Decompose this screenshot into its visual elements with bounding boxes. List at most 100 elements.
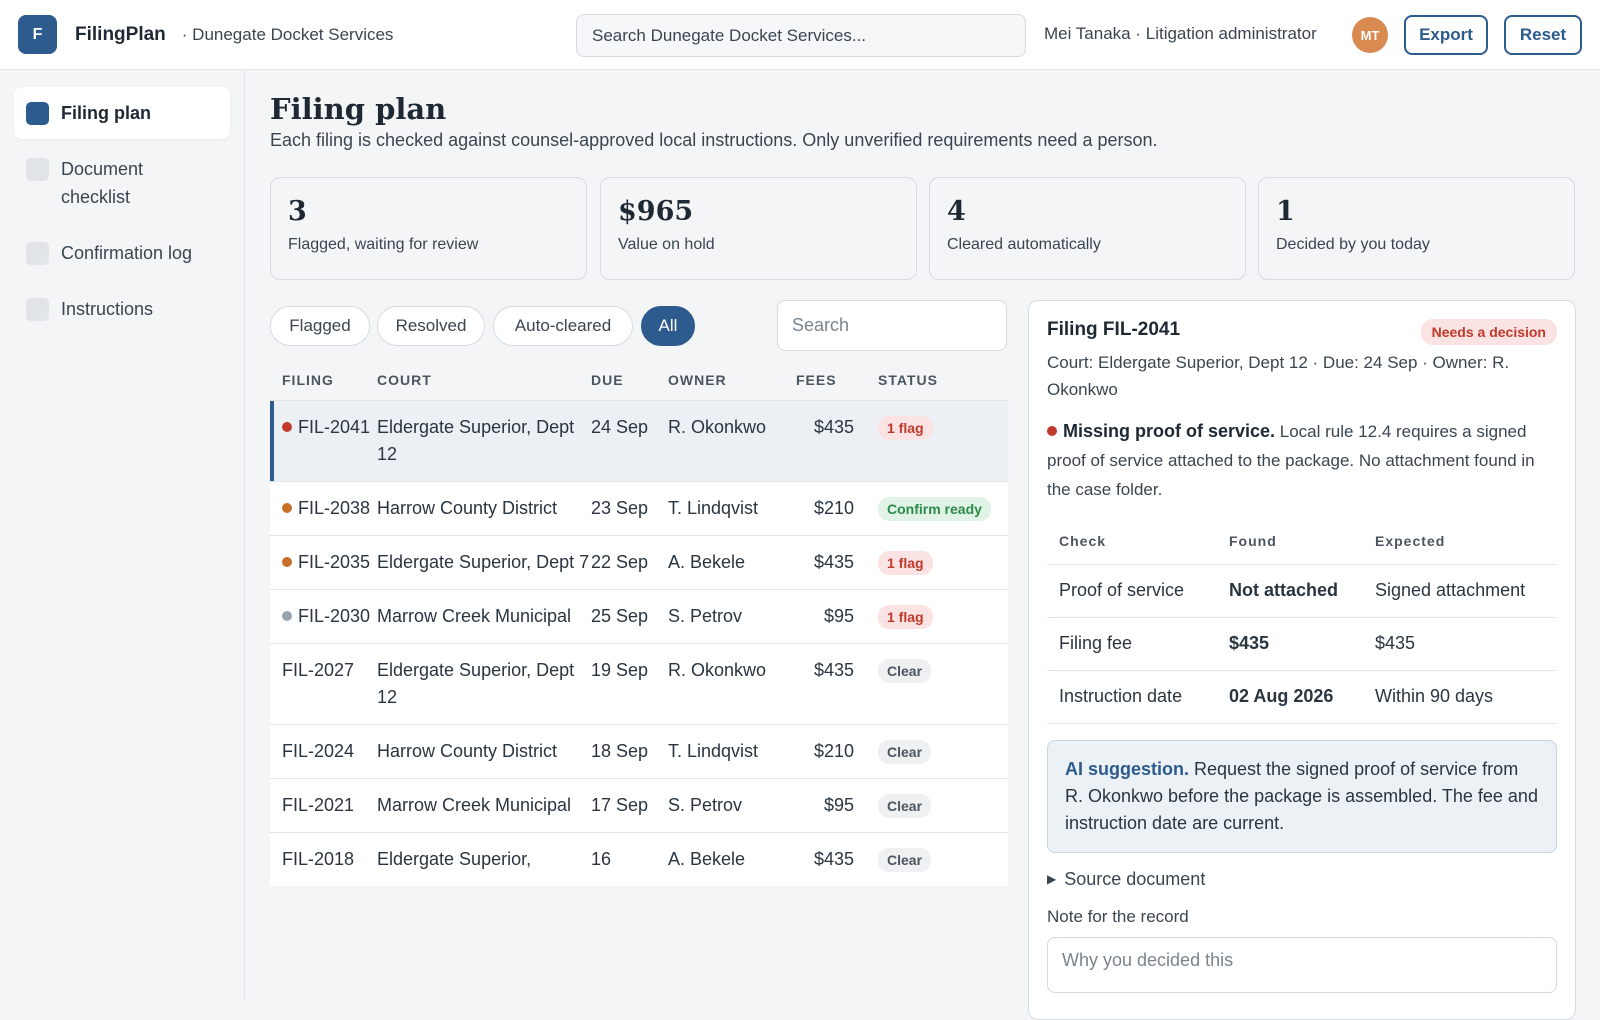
table-search-input[interactable]: Search [777,300,1007,351]
app-logo[interactable]: F [18,15,57,54]
sidebar-item-label: Instructions [61,299,154,319]
table-row[interactable]: FIL-2027 Eldergate Superior, Dept 12 19 Se… [270,643,1008,724]
sidebar: Filing plan Document checklist Confirmat… [0,70,245,1000]
cell-court: Harrow County District [377,498,558,518]
note-input[interactable]: Why you decided this [1047,936,1557,993]
cell-due: 24 Sep [591,417,649,437]
priority-dot-icon [282,422,292,432]
avatar[interactable]: MT [1352,17,1388,53]
column-header-owner[interactable]: Owner [668,372,727,388]
global-search-input[interactable]: Search Dunegate Docket Services... [576,14,1026,57]
table-row[interactable]: FIL-2024 Harrow County District 18 Sep T. L… [270,724,1008,778]
filter-chip-all[interactable]: All [641,306,695,346]
check-expected: $435 [1363,617,1557,671]
check-name: Instruction date [1047,670,1217,724]
filings-table: Filing Court Due Owner Fees Status FIL-2… [270,360,1008,886]
status-badge: 1 flag [878,551,933,575]
cell-court: Eldergate Superior, Dept 7 [377,552,590,572]
check-expected: Within 90 days [1363,670,1557,724]
filing-id: FIL-2035 [298,552,371,572]
status-badge: Confirm ready [878,497,991,521]
cell-filing: FIL-2035 [270,536,377,589]
cell-filing: FIL-2018 [270,833,377,886]
column-header-status[interactable]: Status [878,372,938,388]
cell-status: Clear [860,644,1008,724]
column-header-fees[interactable]: Fees [796,372,837,388]
table-body: FIL-2041 Eldergate Superior, Dept 12 24 Se… [270,400,1008,886]
column-header-filing[interactable]: Filing [282,372,334,388]
check-row: Filing fee $435 $435 [1047,617,1557,671]
cell-due: 22 Sep [591,552,649,572]
issue-text: Local rule 12.4 requires a signed proof … [1047,422,1535,499]
reset-button[interactable]: Reset [1504,15,1582,55]
priority-dot-icon [282,503,292,513]
note-placeholder: Why you decided this [1062,949,1234,970]
document-checklist-icon [26,158,49,181]
column-header-expected: Expected [1363,518,1557,565]
main-content: Filing plan Each filing is checked again… [245,70,1600,1020]
cell-status: 1 flag [860,401,1008,481]
cell-filing: FIL-2030 [270,590,377,643]
note-label: Note for the record [1047,906,1189,926]
detail-title: Filing FIL-2041 [1047,319,1181,340]
stat-value: 1 [1276,196,1295,227]
filter-chip-flagged[interactable]: Flagged [270,306,370,346]
sidebar-item-label: Filing plan [61,103,151,123]
filter-chip-resolved[interactable]: Resolved [377,306,485,346]
cell-owner: T. Lindqvist [668,741,759,761]
instructions-icon [26,298,49,321]
status-badge: Clear [878,848,932,872]
check-found: $435 [1217,617,1363,671]
cell-filing: FIL-2021 [270,779,377,832]
cell-filing: FIL-2038 [270,482,377,535]
table-row[interactable]: FIL-2041 Eldergate Superior, Dept 12 24 Se… [270,400,1008,481]
sidebar-item-instructions[interactable]: Instructions [14,283,230,335]
check-name: Proof of service [1047,564,1217,618]
top-bar: F FilingPlan · Dunegate Docket Services … [0,0,1600,70]
filing-id: FIL-2030 [298,606,371,626]
stat-value: 3 [288,196,307,227]
export-button[interactable]: Export [1404,15,1488,55]
column-header-due[interactable]: Due [591,372,624,388]
cell-fees: $435 [813,417,854,437]
cell-owner: S. Petrov [668,606,743,626]
filing-plan-icon [26,102,49,125]
detail-issue: Missing proof of service. Local rule 12.… [1047,417,1557,504]
cell-fees: $95 [823,606,854,626]
sidebar-item-confirmation-log[interactable]: Confirmation log [14,227,230,279]
priority-dot-icon [282,611,292,621]
caret-right-icon: ▶ [1047,872,1057,886]
stat-label: Cleared automatically [947,236,1101,253]
filter-chip-auto-cleared[interactable]: Auto-cleared [493,306,633,346]
table-row[interactable]: FIL-2038 Harrow County District 23 Sep T. L… [270,481,1008,535]
filing-id: FIL-2021 [282,795,355,815]
sidebar-item-document-checklist[interactable]: Document checklist [14,143,230,223]
cell-fees: $210 [813,498,854,518]
cell-owner: R. Okonkwo [668,417,767,437]
global-search-placeholder: Search Dunegate Docket Services... [592,25,867,45]
status-badge: Clear [878,794,932,818]
table-row[interactable]: FIL-2035 Eldergate Superior, Dept 7 22 Sep… [270,535,1008,589]
checks-body: Proof of service Not attached Signed attac… [1047,564,1557,724]
cell-status: 1 flag [860,536,1008,589]
filing-id: FIL-2018 [282,849,355,869]
stat-label: Decided by you today [1276,236,1430,253]
check-expected: Signed attachment [1363,564,1557,618]
column-header-court[interactable]: Court [377,372,432,388]
cell-status: 1 flag [860,590,1008,643]
status-badge: 1 flag [878,605,933,629]
table-row[interactable]: FIL-2021 Marrow Creek Municipal 17 Sep S. P… [270,778,1008,832]
cell-status: Clear [860,725,1008,778]
stat-label: Value on hold [618,236,715,253]
table-row[interactable]: FIL-2018 Eldergate Superior, 16 A. Bekele $4… [270,832,1008,886]
cell-owner: A. Bekele [668,552,746,572]
table-row[interactable]: FIL-2030 Marrow Creek Municipal 25 Sep S. P… [270,589,1008,643]
source-document-toggle[interactable]: ▶ Source document [1047,869,1557,890]
column-header-check: Check [1047,518,1217,565]
page-subtitle: Each filing is checked against counsel-a… [270,130,1158,150]
cell-court: Eldergate Superior, [377,849,532,869]
status-badge: 1 flag [878,416,933,440]
checks-table: Check Found Expected Proof of service Not… [1047,518,1557,724]
sidebar-item-filing-plan[interactable]: Filing plan [14,87,230,139]
page-title: Filing plan [270,92,447,126]
